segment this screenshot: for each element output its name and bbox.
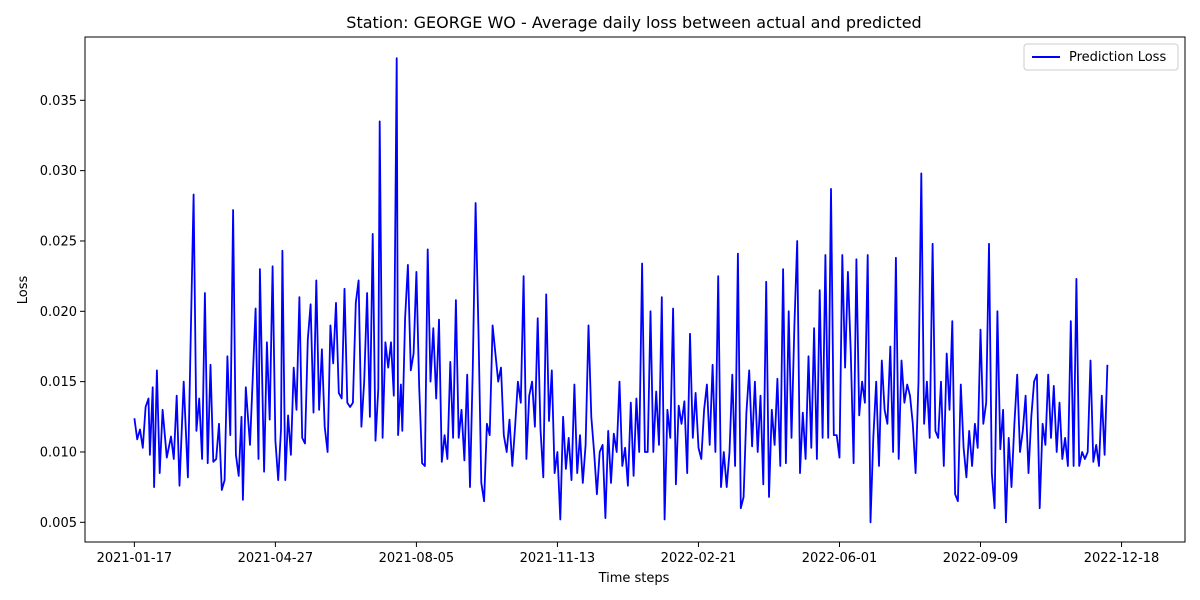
legend: Prediction Loss bbox=[1023, 43, 1179, 71]
x-tick-label: 2021-01-17 bbox=[97, 551, 173, 566]
x-axis-label: Time steps bbox=[598, 571, 670, 586]
y-tick-label: 0.005 bbox=[40, 516, 77, 531]
x-tick-label: 2021-08-05 bbox=[379, 551, 455, 566]
y-tick-label: 0.015 bbox=[40, 375, 77, 390]
y-tick-label: 0.035 bbox=[40, 94, 77, 109]
y-axis: 0.005 0.010 0.015 0.020 0.025 0.030 0.035 bbox=[40, 94, 85, 531]
prediction-loss-line bbox=[133, 57, 1109, 524]
legend-entry-prediction-loss: Prediction Loss bbox=[1069, 50, 1166, 65]
plot-area bbox=[84, 36, 1186, 543]
x-tick-label: 2022-02-21 bbox=[661, 551, 737, 566]
chart-title: Station: GEORGE WO - Average daily loss … bbox=[346, 13, 921, 32]
x-axis: 2021-01-17 2021-04-27 2021-08-05 2021-11-13… bbox=[97, 542, 1160, 566]
axes-frame bbox=[84, 36, 1186, 543]
x-tick-label: 2021-11-13 bbox=[520, 551, 596, 566]
y-axis-label: Loss bbox=[16, 276, 31, 305]
x-tick-label: 2021-04-27 bbox=[238, 551, 314, 566]
x-tick-label: 2022-09-09 bbox=[943, 551, 1019, 566]
y-tick-label: 0.025 bbox=[40, 234, 77, 249]
y-tick-label: 0.020 bbox=[40, 305, 77, 320]
y-tick-label: 0.030 bbox=[40, 164, 77, 179]
x-tick-label: 2022-06-01 bbox=[802, 551, 878, 566]
y-tick-label: 0.010 bbox=[40, 445, 77, 460]
x-tick-label: 2022-12-18 bbox=[1084, 551, 1160, 566]
legend-box bbox=[1023, 43, 1179, 71]
